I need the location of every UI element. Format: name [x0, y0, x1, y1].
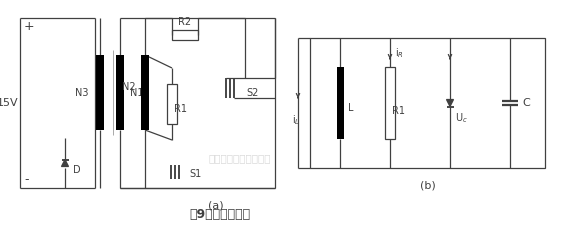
Bar	[116, 55, 124, 130]
Text: S1: S1	[189, 169, 201, 179]
Bar	[385, 67, 395, 139]
Text: (a): (a)	[208, 200, 224, 210]
Text: i$_R$: i$_R$	[395, 46, 404, 60]
Bar	[310, 38, 545, 168]
Text: R1: R1	[392, 106, 405, 116]
Bar	[336, 67, 343, 139]
Text: U$_c$: U$_c$	[455, 111, 468, 125]
Bar	[172, 30, 198, 40]
Text: 图9正激驱动电路: 图9正激驱动电路	[189, 208, 251, 222]
Text: 杭州将睿科技有限公司: 杭州将睿科技有限公司	[209, 153, 272, 163]
Text: (b): (b)	[420, 180, 435, 190]
Text: L: L	[348, 103, 354, 113]
Text: 15V: 15V	[0, 98, 18, 108]
Text: N2: N2	[122, 83, 136, 93]
Text: i$_L$: i$_L$	[292, 113, 300, 127]
Text: N1: N1	[130, 88, 144, 97]
Text: R1: R1	[174, 104, 187, 114]
Text: +: +	[24, 20, 34, 33]
Text: D: D	[73, 165, 80, 175]
Polygon shape	[447, 100, 453, 106]
Bar	[141, 55, 149, 130]
Text: N3: N3	[75, 88, 88, 97]
Text: S2: S2	[246, 88, 258, 98]
Bar	[96, 55, 104, 130]
Text: -: -	[24, 173, 29, 186]
Text: R2: R2	[179, 17, 192, 27]
Bar	[167, 84, 177, 124]
Polygon shape	[61, 160, 68, 167]
Text: C: C	[522, 98, 530, 108]
